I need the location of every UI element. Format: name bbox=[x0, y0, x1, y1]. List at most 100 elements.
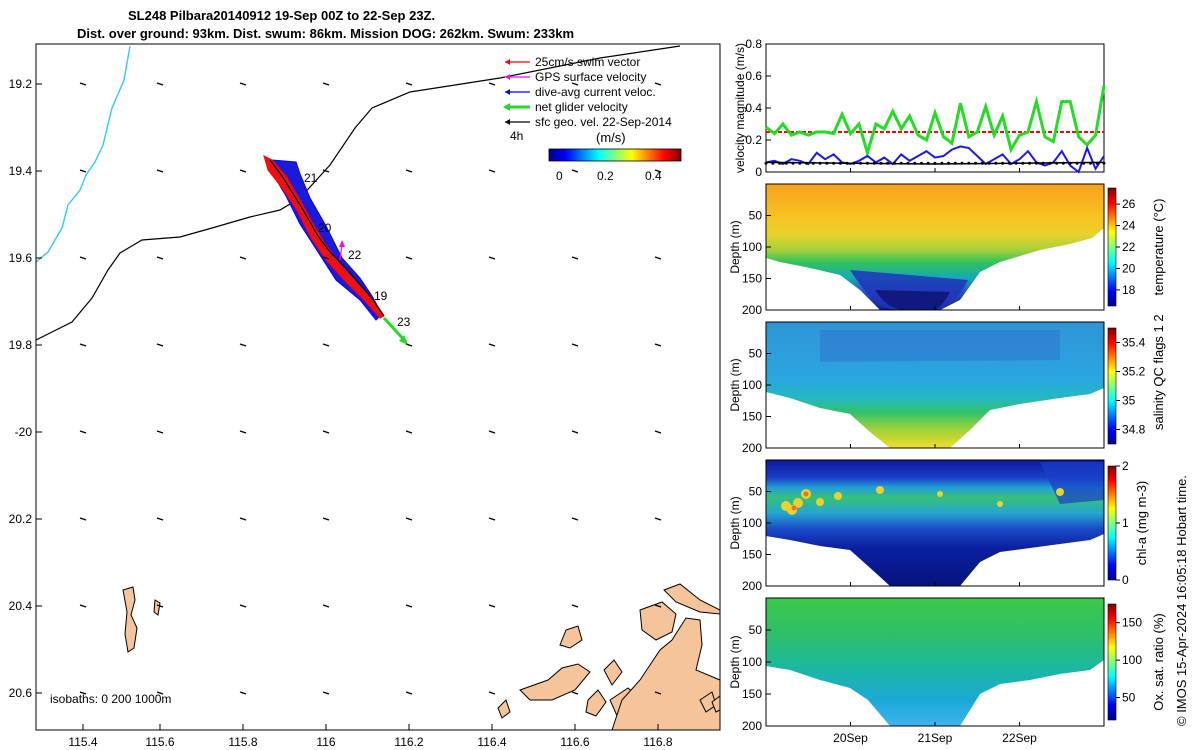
legend-net-glider-velocity: net glider velocity bbox=[535, 100, 628, 114]
sfc-geo-point bbox=[1055, 161, 1059, 165]
map-xtick-label: 116 bbox=[316, 735, 335, 749]
land-islands bbox=[122, 583, 721, 731]
colorbar-tick-label: 2 bbox=[1122, 459, 1129, 473]
sfc-geo-point bbox=[838, 161, 842, 165]
geo-vector-arrow bbox=[239, 256, 247, 260]
map-xtick-label: 116.4 bbox=[477, 735, 506, 749]
legend-dive-avg-current: dive-avg current veloc. bbox=[535, 85, 656, 99]
map-xtick-label: 116.6 bbox=[560, 735, 589, 749]
geo-vector-arrow bbox=[322, 82, 330, 86]
geo-vector-arrow bbox=[405, 430, 413, 434]
sfc-geo-point bbox=[852, 161, 856, 165]
geo-vector-arrow bbox=[79, 691, 87, 695]
colorbar-tick-label: 26 bbox=[1122, 197, 1136, 211]
geo-vector-arrow bbox=[571, 82, 579, 86]
velocity-series-net-glider-velocity bbox=[765, 85, 1106, 159]
geo-vector-arrow bbox=[156, 691, 164, 695]
temperature-colorbar-label: temperature (°C) bbox=[1151, 199, 1166, 296]
velocity-ytick-label: 0.2 bbox=[745, 133, 762, 147]
colorbar-tick-0-4: 0.4 bbox=[645, 169, 662, 183]
sfc-geo-point bbox=[940, 161, 944, 165]
sfc-geo-point bbox=[1021, 161, 1025, 165]
legend-gps-velocity: GPS surface velocity bbox=[535, 70, 646, 84]
salinity-depth-ylabel: Depth (m) bbox=[728, 358, 742, 411]
sfc-geo-point bbox=[1014, 161, 1018, 165]
sfc-geo-point bbox=[1061, 161, 1065, 165]
figure-title-line1: SL248 Pilbara20140912 19-Sep 00Z to 22-S… bbox=[128, 8, 435, 23]
depth-ytick-label: 200 bbox=[742, 719, 762, 733]
colorbar-left-note: 4h bbox=[510, 129, 523, 143]
sfc-geo-point bbox=[1041, 161, 1045, 165]
depth-ytick-label: 100 bbox=[742, 378, 762, 392]
depth-ytick-label: 150 bbox=[742, 272, 762, 286]
salinity-colorbar-label: salinity QC flags 1 2 bbox=[1151, 314, 1166, 430]
map-panel: 21 20 22 19 23 115.4 115.6 115.8 116 116.2 11… bbox=[9, 43, 721, 749]
sfc-geo-point bbox=[892, 161, 896, 165]
depth-ytick-label: 100 bbox=[742, 655, 762, 669]
sfc-geo-point bbox=[920, 161, 923, 165]
colorbar-tick-label: 35 bbox=[1122, 394, 1136, 408]
map-ytick-label: 19.2 bbox=[9, 77, 33, 91]
legend-swim-vector: 25cm/s swim vector bbox=[535, 55, 640, 69]
day-label-19: 19 bbox=[374, 289, 388, 303]
depth-ytick-label: 100 bbox=[742, 240, 762, 254]
time-axis-ticks: 20Sep 21Sep 22Sep bbox=[833, 168, 1037, 745]
colorbar-tick-label: 35.2 bbox=[1122, 365, 1146, 379]
colorbar-tick-label: 22 bbox=[1122, 240, 1136, 254]
colorbar-tick-label: 34.8 bbox=[1122, 423, 1146, 437]
sfc-geo-point bbox=[947, 161, 950, 165]
oxygen-colorbar-label: Ox. sat. ratio (%) bbox=[1151, 613, 1166, 711]
geo-vector-arrow bbox=[322, 517, 330, 521]
credit-line: © IMOS 15-Apr-2024 16:05:18 Hobart time. bbox=[1174, 475, 1189, 726]
sfc-geo-point bbox=[879, 161, 883, 165]
depth-ytick-label: 200 bbox=[742, 441, 762, 455]
isobath-200m bbox=[35, 45, 681, 341]
colorbar-tick-label: 1 bbox=[1122, 516, 1129, 530]
geostrophic-vector-grid bbox=[79, 82, 662, 695]
sfc-geo-point bbox=[933, 161, 937, 165]
geo-vector-arrow bbox=[405, 169, 413, 173]
geo-vector-arrow bbox=[79, 256, 87, 260]
geo-vector-arrow bbox=[654, 169, 662, 173]
chla-panel: 50 100 150 200 Depth (m) 0 1 2 chl-a (mg m-3) bbox=[728, 459, 1149, 593]
day-label-23: 23 bbox=[397, 315, 411, 329]
map-colorbar: 4h (m/s) 0 0.2 0.4 bbox=[510, 129, 682, 183]
map-xtick-label: 116.8 bbox=[643, 735, 672, 749]
oxygen-panel: 50 100 150 200 Depth (m) 50 100 150 Ox. sat. … bbox=[728, 597, 1166, 733]
map-xtick-label: 115.6 bbox=[145, 735, 174, 749]
geo-vector-arrow bbox=[571, 256, 579, 260]
sfc-geo-point bbox=[967, 161, 971, 165]
geo-vector-arrow bbox=[239, 82, 247, 86]
geo-vector-arrow bbox=[239, 517, 247, 521]
chla-colorbar-ticks: 0 1 2 bbox=[1116, 459, 1129, 587]
geo-vector-arrow bbox=[654, 82, 662, 86]
sfc-geo-point bbox=[1082, 161, 1086, 165]
geo-vector-arrow bbox=[322, 343, 330, 347]
sfc-geo-point bbox=[818, 161, 822, 165]
geo-vector-arrow bbox=[488, 169, 496, 173]
colorbar-tick-0-2: 0.2 bbox=[597, 169, 614, 183]
geo-vector-arrow bbox=[488, 343, 496, 347]
velocity-ytick-label: 0.6 bbox=[745, 69, 762, 83]
geo-vector-arrow bbox=[654, 604, 662, 608]
geo-vector-arrow bbox=[571, 169, 579, 173]
geo-vector-arrow bbox=[571, 517, 579, 521]
map-ytick-label: 20.2 bbox=[9, 512, 33, 526]
geo-vector-arrow bbox=[405, 517, 413, 521]
day-label-22: 22 bbox=[348, 248, 362, 262]
map-xtick-label: 115.4 bbox=[68, 735, 97, 749]
geo-vector-arrow bbox=[156, 430, 164, 434]
map-ytick-label: 19.4 bbox=[9, 164, 33, 178]
sfc-geo-point bbox=[1001, 161, 1005, 165]
sfc-geo-point bbox=[784, 161, 788, 165]
sfc-geo-point bbox=[778, 161, 781, 165]
geo-vector-arrow bbox=[322, 604, 330, 608]
geo-vector-arrow bbox=[79, 169, 87, 173]
sfc-geo-point bbox=[953, 161, 957, 165]
sfc-geo-point bbox=[1089, 161, 1092, 165]
temperature-depth-ylabel: Depth (m) bbox=[728, 220, 742, 273]
map-ytick-label: 19.8 bbox=[9, 338, 33, 352]
depth-ytick-label: 150 bbox=[742, 548, 762, 562]
geo-vector-arrow bbox=[239, 169, 247, 173]
